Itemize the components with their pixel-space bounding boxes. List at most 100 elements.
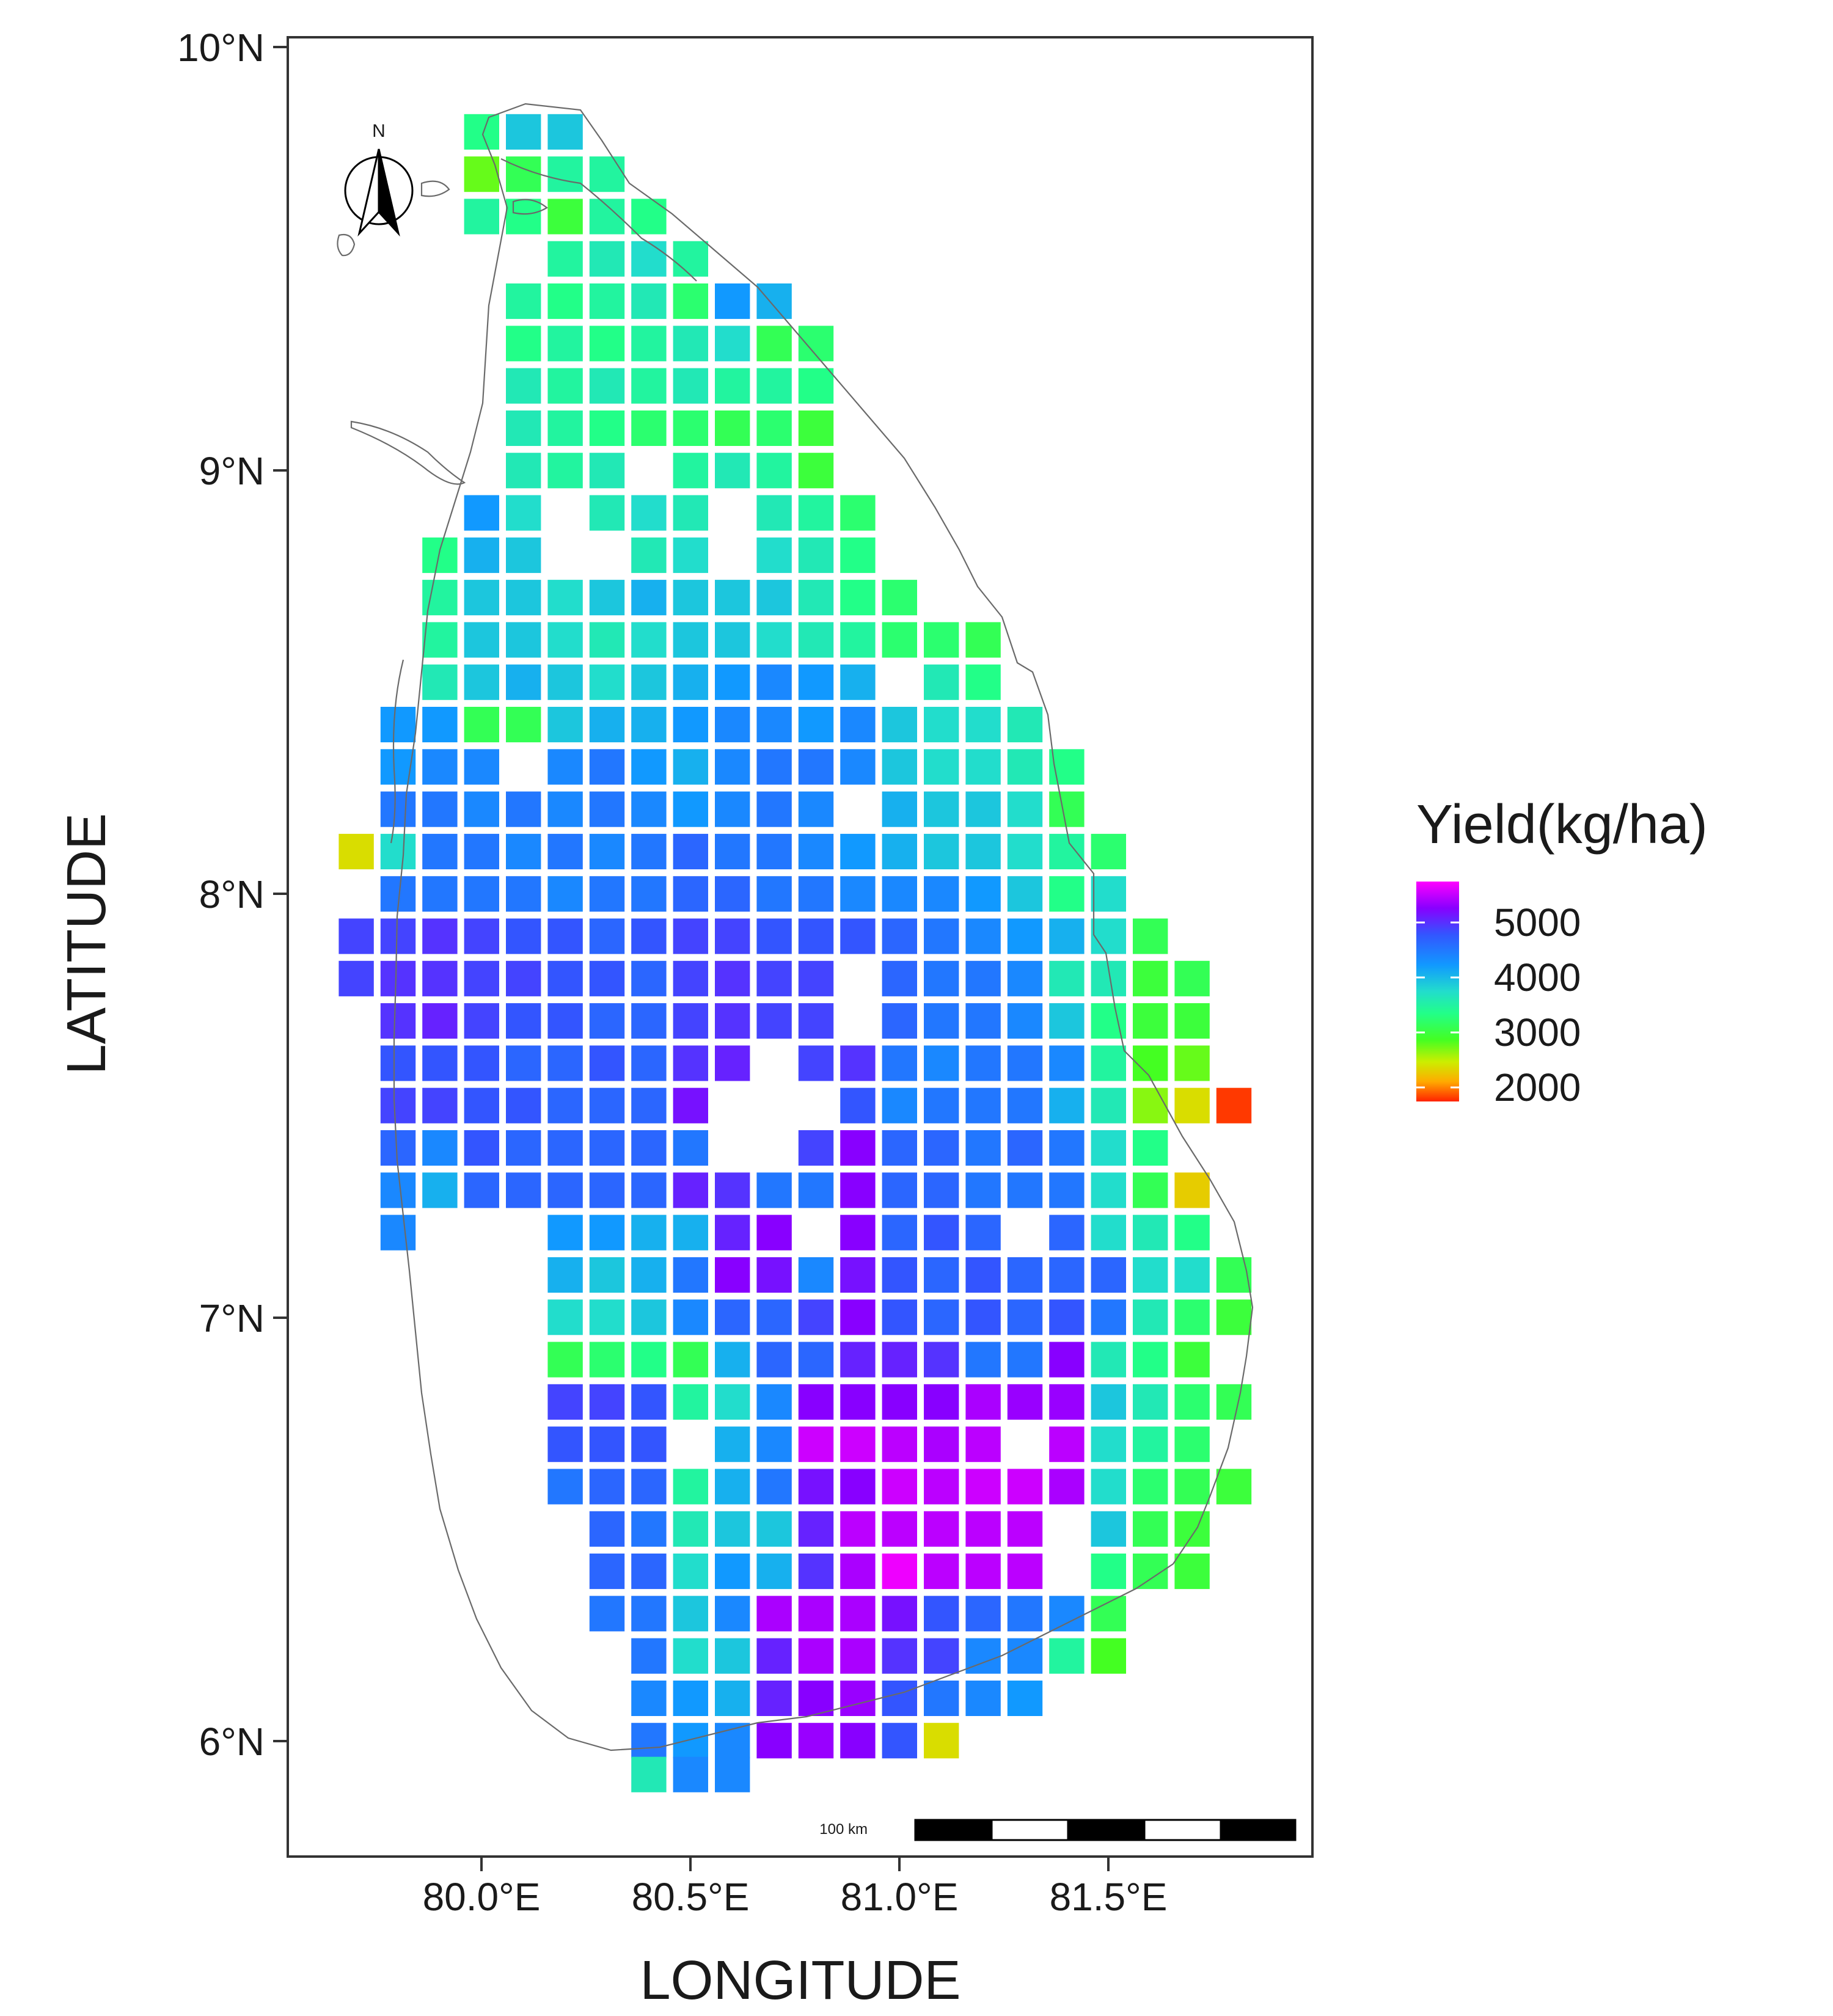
legend-colorbar	[1416, 882, 1459, 1101]
yield-cell	[924, 918, 959, 954]
yield-cell	[715, 1045, 750, 1081]
yield-cell	[547, 156, 583, 192]
yield-cell	[1049, 960, 1085, 996]
yield-cell	[1007, 1299, 1043, 1335]
yield-cell	[1049, 876, 1085, 912]
yield-cell	[965, 1554, 1001, 1590]
yield-cell	[506, 199, 541, 235]
yield-cell	[1133, 918, 1168, 954]
yield-cell	[1007, 1087, 1043, 1123]
yield-cell	[882, 749, 917, 785]
yield-cell	[464, 833, 499, 869]
yield-cell	[1007, 1130, 1043, 1166]
yield-cell	[589, 749, 625, 785]
yield-cell	[924, 1469, 959, 1505]
yield-cell	[631, 1511, 667, 1547]
yield-cell	[589, 156, 625, 192]
yield-cell	[965, 1596, 1001, 1632]
yield-cell	[840, 664, 876, 700]
yield-cell	[840, 1596, 876, 1632]
yield-cell	[924, 1638, 959, 1674]
yield-cell	[1216, 1257, 1252, 1293]
yield-cell	[506, 410, 541, 446]
yield-cell	[756, 1723, 792, 1759]
yield-cell	[547, 622, 583, 658]
yield-cell	[882, 833, 917, 869]
yield-cell	[422, 791, 458, 827]
yield-cell	[380, 1003, 416, 1039]
yield-cell	[924, 664, 959, 700]
yield-cell	[1049, 1342, 1085, 1378]
yield-cell	[798, 1003, 834, 1039]
yield-cell	[756, 1003, 792, 1039]
yield-cell	[1007, 1680, 1043, 1716]
yield-cell	[798, 664, 834, 700]
yield-cell	[673, 1680, 708, 1716]
yield-cell	[1174, 1045, 1210, 1081]
yield-cell	[422, 876, 458, 912]
yield-cell	[547, 664, 583, 700]
yield-cell	[840, 749, 876, 785]
north-arrow-label: N	[372, 121, 386, 141]
yield-cell	[924, 1299, 959, 1335]
yield-cell	[798, 495, 834, 531]
yield-cell	[756, 960, 792, 996]
yield-cell	[1133, 1299, 1168, 1335]
yield-cell	[715, 283, 750, 320]
yield-cell	[589, 833, 625, 869]
yield-cell	[547, 918, 583, 954]
yield-cell	[965, 1087, 1001, 1123]
yield-cell	[380, 1087, 416, 1123]
yield-cell	[589, 664, 625, 700]
yield-cell	[631, 1384, 667, 1420]
yield-cell	[840, 1172, 876, 1208]
y-tick-label: 9°N	[199, 449, 265, 493]
yield-cell	[464, 749, 499, 785]
yield-cell	[1174, 1087, 1210, 1123]
jaffna-lagoon-line	[500, 158, 697, 282]
yield-cell	[1091, 1214, 1126, 1251]
island-outline	[393, 103, 1254, 1751]
yield-cell	[673, 791, 708, 827]
yield-cell	[1049, 1214, 1085, 1251]
yield-cell	[1091, 876, 1126, 912]
yield-cell	[1049, 1130, 1085, 1166]
yield-cell	[924, 791, 959, 827]
yield-cell	[673, 1554, 708, 1590]
yield-cell	[631, 1756, 667, 1792]
yield-cell	[840, 1214, 876, 1251]
yield-cell	[924, 1087, 959, 1123]
yield-cell	[673, 453, 708, 489]
yield-cell	[338, 918, 374, 954]
yield-cell	[965, 1469, 1001, 1505]
yield-cell	[965, 1003, 1001, 1039]
yield-cell	[506, 580, 541, 616]
y-tick-label: 7°N	[199, 1296, 265, 1340]
yield-cell	[715, 1680, 750, 1716]
x-tick-label: 81.5°E	[1050, 1875, 1168, 1919]
yield-cell	[464, 1130, 499, 1166]
yield-cell	[840, 1384, 876, 1420]
yield-cell	[673, 1214, 708, 1251]
yield-cell	[715, 1342, 750, 1378]
yield-cell	[464, 114, 499, 150]
yield-cell	[631, 241, 667, 277]
yield-cell	[631, 1469, 667, 1505]
yield-cell	[1174, 1257, 1210, 1293]
yield-cell	[840, 537, 876, 573]
yield-cell	[924, 622, 959, 658]
yield-cell	[798, 1172, 834, 1208]
yield-cell	[715, 1596, 750, 1632]
yield-cell	[380, 1045, 416, 1081]
yield-cell	[464, 876, 499, 912]
yield-cell	[798, 1511, 834, 1547]
yield-cell	[422, 960, 458, 996]
yield-cell	[798, 1596, 834, 1632]
yield-cell	[464, 664, 499, 700]
scale-bar-segment	[1220, 1819, 1297, 1841]
yield-cell	[882, 1003, 917, 1039]
yield-cell	[464, 537, 499, 573]
yield-cell	[1216, 1469, 1252, 1505]
yield-cell	[589, 960, 625, 996]
yield-cell	[965, 1130, 1001, 1166]
